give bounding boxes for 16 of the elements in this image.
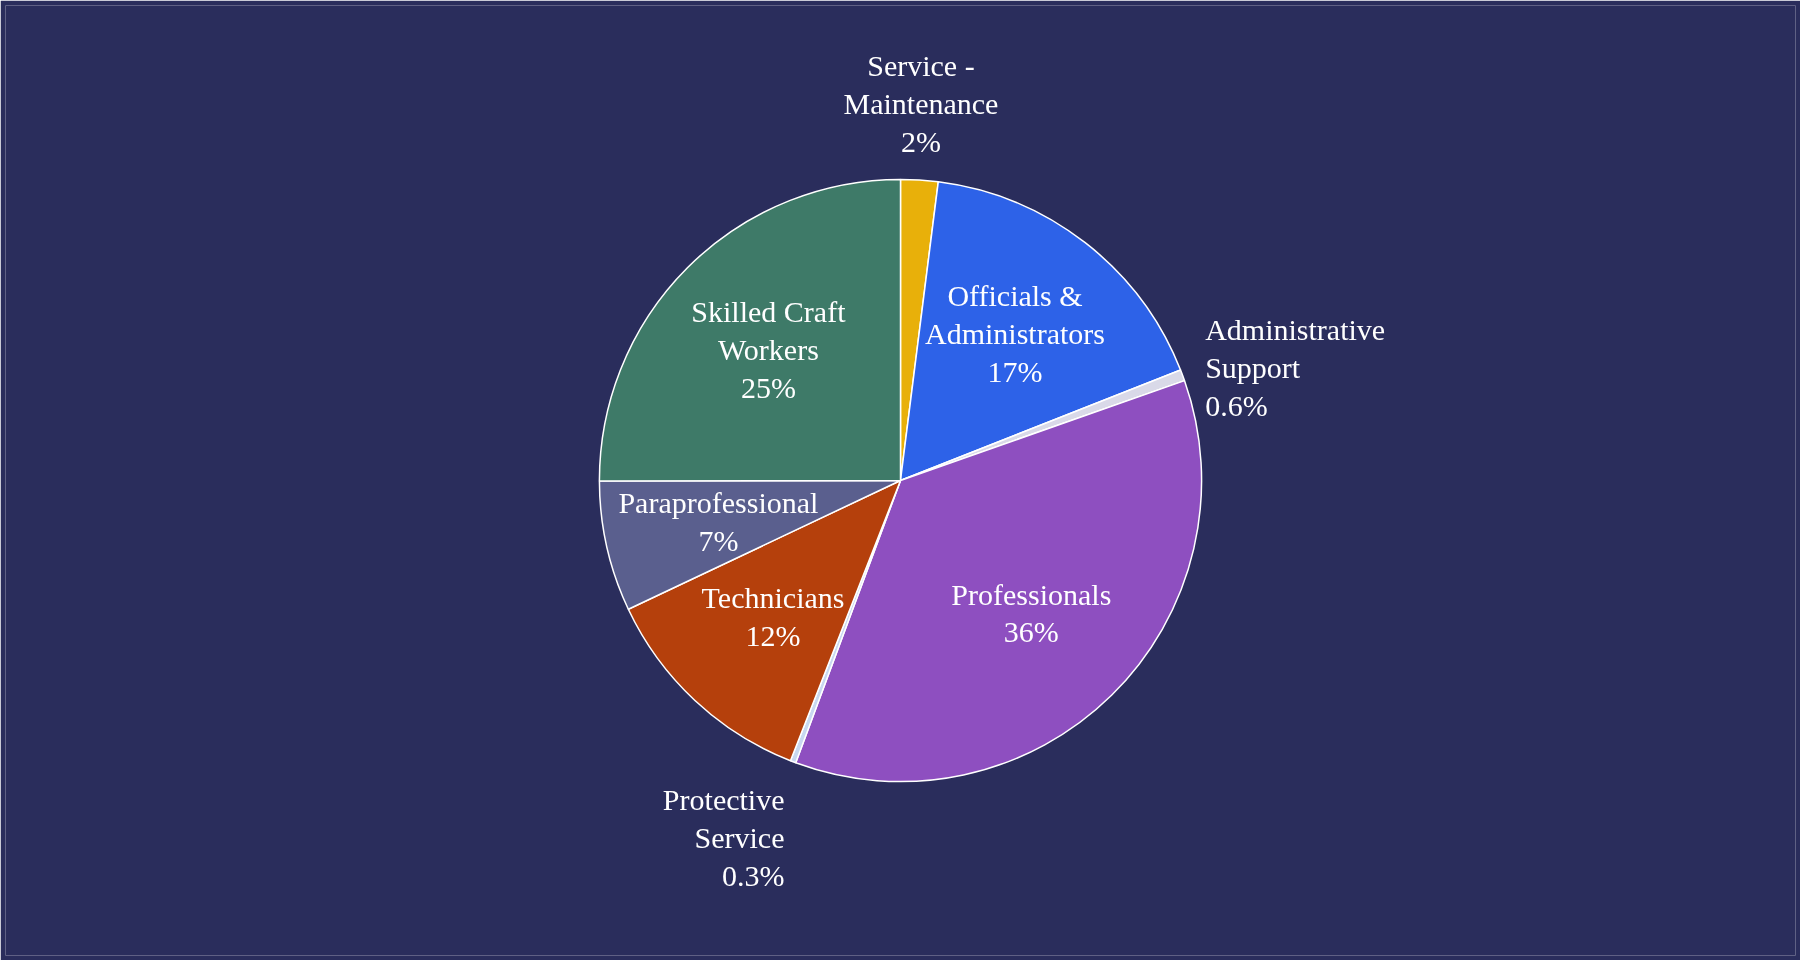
slice-label: Professionals	[951, 577, 1112, 611]
slice-label: Paraprofessional	[618, 485, 819, 519]
data-label: 25%	[740, 370, 796, 404]
data-label: 2%	[900, 124, 941, 158]
slice-label: Protective Service	[662, 782, 785, 854]
slice-label: Service - Maintenance	[843, 48, 999, 120]
data-label: 12%	[745, 618, 801, 652]
data-label: 0.3%	[722, 858, 785, 892]
slice-label: Skilled Craft Workers	[691, 294, 847, 366]
slice-label: Administrative Support	[1205, 312, 1386, 384]
slice-label: Technicians	[701, 580, 845, 614]
data-label: 17%	[987, 355, 1043, 389]
data-label: 7%	[698, 523, 739, 557]
data-label: 36%	[1003, 615, 1059, 649]
slice-label: Officials & Administrators	[925, 279, 1106, 351]
data-label: 0.6%	[1205, 388, 1268, 422]
